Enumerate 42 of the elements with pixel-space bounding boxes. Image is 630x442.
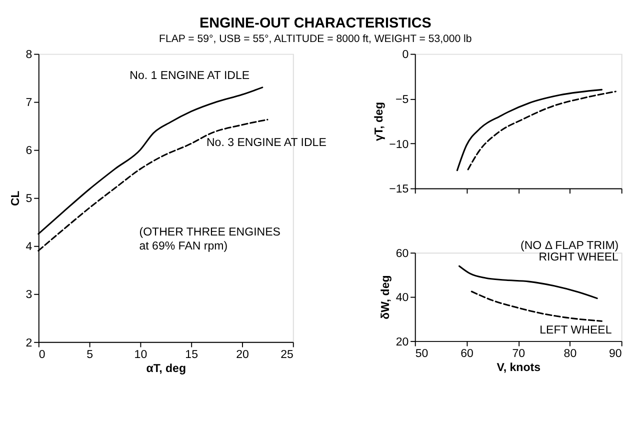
- x-tick-label: 90: [609, 348, 622, 360]
- x-tick-label: 50: [415, 348, 428, 360]
- line-series: [470, 290, 603, 322]
- y-tick-label: 20: [396, 336, 409, 348]
- y-tick-label: 3: [26, 289, 32, 302]
- y-tick-label: 60: [396, 248, 409, 260]
- y-tick-label: 7: [26, 97, 32, 110]
- text: FLAP = 59°, USB = 55°, ALTITUDE = 8000 ft, WEIGHT = 53,000 lb: [159, 32, 472, 45]
- x-tick-label: 80: [564, 348, 577, 360]
- x-tick-label: 5: [86, 348, 93, 361]
- x-tick-label: 10: [134, 348, 148, 361]
- series-label: LEFT WHEEL: [540, 324, 612, 336]
- x-tick-label: 20: [236, 348, 249, 361]
- y-tick-label: 6: [26, 145, 32, 158]
- y-tick-label: 4: [26, 241, 33, 254]
- x-tick-label: 70: [512, 348, 526, 360]
- y-tick-label: 40: [396, 292, 409, 304]
- y-tick-label: 0: [402, 49, 409, 62]
- y-axis-title: δW, deg: [380, 275, 392, 320]
- y-tick-label: 5: [26, 193, 32, 206]
- y-tick-label: −5: [395, 94, 409, 106]
- x-tick-label: 0: [38, 348, 46, 361]
- y-tick-label: −10: [389, 138, 409, 151]
- y-axis-title: CL: [10, 190, 22, 206]
- series-label: RIGHT WHEEL: [538, 251, 620, 264]
- text: (NO Δ FLAP TRIM): [520, 240, 619, 252]
- y-tick-label: −15: [389, 184, 409, 196]
- series-label: No. 3 ENGINE AT IDLE: [206, 137, 327, 150]
- series-label: No. 1 ENGINE AT IDLE: [130, 70, 250, 82]
- line-series: [456, 88, 603, 172]
- x-tick-label: 25: [280, 348, 294, 361]
- x-axis-title: αT, deg: [146, 363, 186, 376]
- line-series: [458, 265, 598, 300]
- x-tick-label: 15: [185, 348, 198, 361]
- chart-title: ENGINE-OUT CHARACTERISTICS: [199, 15, 432, 32]
- y-tick-label: 8: [26, 49, 32, 62]
- line-series: [467, 90, 616, 170]
- x-tick-label: 60: [460, 348, 474, 360]
- x-axis-title: V, knots: [496, 362, 540, 374]
- annotation: (OTHER THREE ENGINES at 69% FAN rpm): [139, 226, 281, 253]
- y-axis-title: γT, deg: [373, 102, 386, 142]
- y-tick-label: 2: [26, 337, 32, 350]
